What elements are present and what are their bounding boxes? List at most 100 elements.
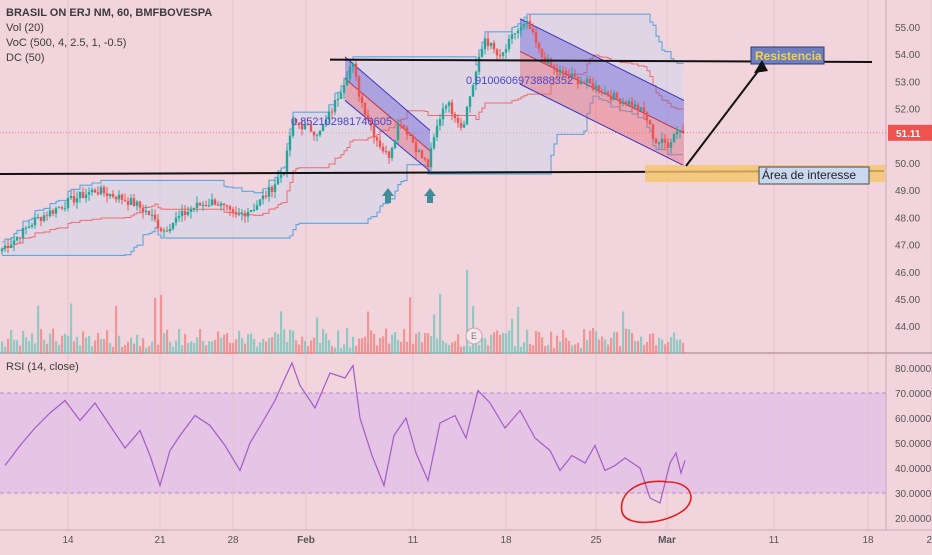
candle-body bbox=[561, 70, 565, 72]
candle-body bbox=[303, 124, 307, 130]
volume-bar bbox=[46, 343, 49, 354]
time-tick-label: 25 bbox=[926, 535, 932, 546]
volume-bar bbox=[388, 343, 391, 354]
volume-bar bbox=[604, 339, 607, 354]
volume-bar bbox=[661, 339, 664, 354]
candle-body bbox=[117, 194, 121, 200]
candle-body bbox=[477, 56, 481, 72]
candle-body bbox=[576, 76, 580, 85]
chart-legend: BRASIL ON ERJ NM, 60, BMFBOVESPA Vol (20… bbox=[6, 6, 212, 66]
volume-bar bbox=[358, 338, 361, 354]
volume-bar bbox=[22, 330, 25, 354]
candle-body bbox=[660, 138, 664, 143]
candle-body bbox=[246, 212, 250, 217]
volume-bar bbox=[205, 345, 208, 354]
candle-body bbox=[201, 204, 205, 206]
current-price-tag: 51.11 bbox=[896, 129, 921, 140]
candle-body bbox=[276, 177, 280, 185]
symbol-title[interactable]: BRASIL ON ERJ NM, 60, BMFBOVESPA bbox=[6, 7, 213, 19]
volume-bar bbox=[247, 334, 250, 354]
candle-body bbox=[600, 92, 604, 94]
candle-body bbox=[630, 101, 634, 108]
candle-body bbox=[42, 215, 46, 221]
candle-body bbox=[531, 28, 535, 33]
volume-bar bbox=[328, 340, 331, 354]
indicator-voc[interactable]: VoC (500, 4, 2.5, 1, -0.5) bbox=[6, 37, 127, 49]
candle-body bbox=[456, 118, 460, 123]
candle-body bbox=[234, 212, 238, 215]
volume-bar bbox=[118, 335, 121, 354]
volume-bar bbox=[19, 345, 22, 354]
volume-bar bbox=[52, 328, 55, 354]
volume-bar bbox=[646, 342, 649, 354]
candle-body bbox=[90, 189, 94, 193]
volume-bar bbox=[613, 331, 616, 354]
candle-body bbox=[462, 124, 466, 128]
candle-body bbox=[408, 134, 412, 137]
candle-body bbox=[258, 199, 262, 206]
oversold-circle[interactable] bbox=[620, 480, 692, 524]
volume-bar bbox=[493, 332, 496, 354]
candle-body bbox=[504, 49, 508, 53]
volume-bar bbox=[274, 332, 277, 354]
candle-body bbox=[12, 240, 16, 245]
volume-bar bbox=[121, 346, 124, 354]
time-tick-label: 11 bbox=[408, 535, 419, 546]
time-tick-label: 14 bbox=[62, 535, 74, 546]
time-tick-label: 18 bbox=[500, 535, 512, 546]
candle-body bbox=[219, 203, 223, 206]
candle-body bbox=[183, 211, 187, 215]
candle-body bbox=[279, 174, 283, 178]
indicator-donchian[interactable]: DC (50) bbox=[6, 52, 45, 64]
candle-body bbox=[627, 101, 631, 105]
earnings-marker-label[interactable]: E bbox=[471, 331, 477, 341]
volume-bar bbox=[280, 311, 283, 354]
volume-bar bbox=[184, 333, 187, 354]
volume-bar bbox=[196, 337, 199, 354]
candle-body bbox=[567, 74, 571, 77]
volume-bar bbox=[538, 331, 541, 354]
candle-body bbox=[105, 193, 109, 197]
candle-body bbox=[528, 20, 532, 29]
candle-body bbox=[141, 207, 145, 213]
candle-body bbox=[186, 211, 190, 215]
candle-body bbox=[384, 151, 388, 153]
candle-body bbox=[447, 102, 451, 106]
volume-bar bbox=[616, 332, 619, 354]
candle-body bbox=[171, 222, 175, 229]
candle-body bbox=[585, 78, 589, 83]
volume-bar bbox=[229, 342, 232, 354]
candle-body bbox=[381, 146, 385, 152]
volume-bar bbox=[238, 330, 241, 354]
volume-bar bbox=[124, 344, 127, 354]
user-drawings bbox=[0, 46, 885, 345]
volume-bar bbox=[556, 335, 559, 354]
volume-bar bbox=[340, 347, 343, 354]
candle-body bbox=[471, 85, 475, 97]
candle-body bbox=[666, 142, 670, 148]
volume-bar bbox=[589, 330, 592, 354]
candle-body bbox=[525, 20, 529, 25]
volume-bar bbox=[571, 345, 574, 354]
channel2-value-label: 0.9100606973888352 bbox=[466, 75, 573, 87]
candle-body bbox=[138, 201, 142, 208]
projection-arrow-line[interactable] bbox=[685, 65, 763, 167]
volume-bar bbox=[343, 344, 346, 354]
candle-body bbox=[507, 38, 511, 50]
candle-body bbox=[519, 26, 523, 31]
volume-bar bbox=[190, 341, 193, 354]
volume-bar bbox=[244, 343, 247, 354]
candle-body bbox=[612, 92, 616, 101]
axes: 55.0054.0053.0052.0051.0050.0049.0048.00… bbox=[62, 23, 932, 546]
volume-bar bbox=[34, 343, 37, 354]
volume-bar bbox=[496, 330, 499, 354]
earnings-marker-icon[interactable] bbox=[465, 327, 483, 345]
candle-body bbox=[135, 201, 139, 206]
volume-bar bbox=[67, 336, 70, 354]
volume-bar bbox=[658, 337, 661, 354]
candle-body bbox=[174, 217, 178, 223]
indicator-volume[interactable]: Vol (20) bbox=[6, 22, 44, 34]
candle-body bbox=[582, 82, 586, 84]
channel-1-lower bbox=[345, 78, 430, 172]
